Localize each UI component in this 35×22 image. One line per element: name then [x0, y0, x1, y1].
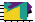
Point	[16, 11, 17, 12]
Point	[6, 17, 7, 18]
Legend: 18k Parameters, 52k Parameters, 136k Parameters, 402k Parameters, 2/8 Values Rew: 18k Parameters, 52k Parameters, 136k Par…	[32, 3, 35, 22]
Point	[9, 11, 10, 12]
Point	[9, 15, 10, 16]
